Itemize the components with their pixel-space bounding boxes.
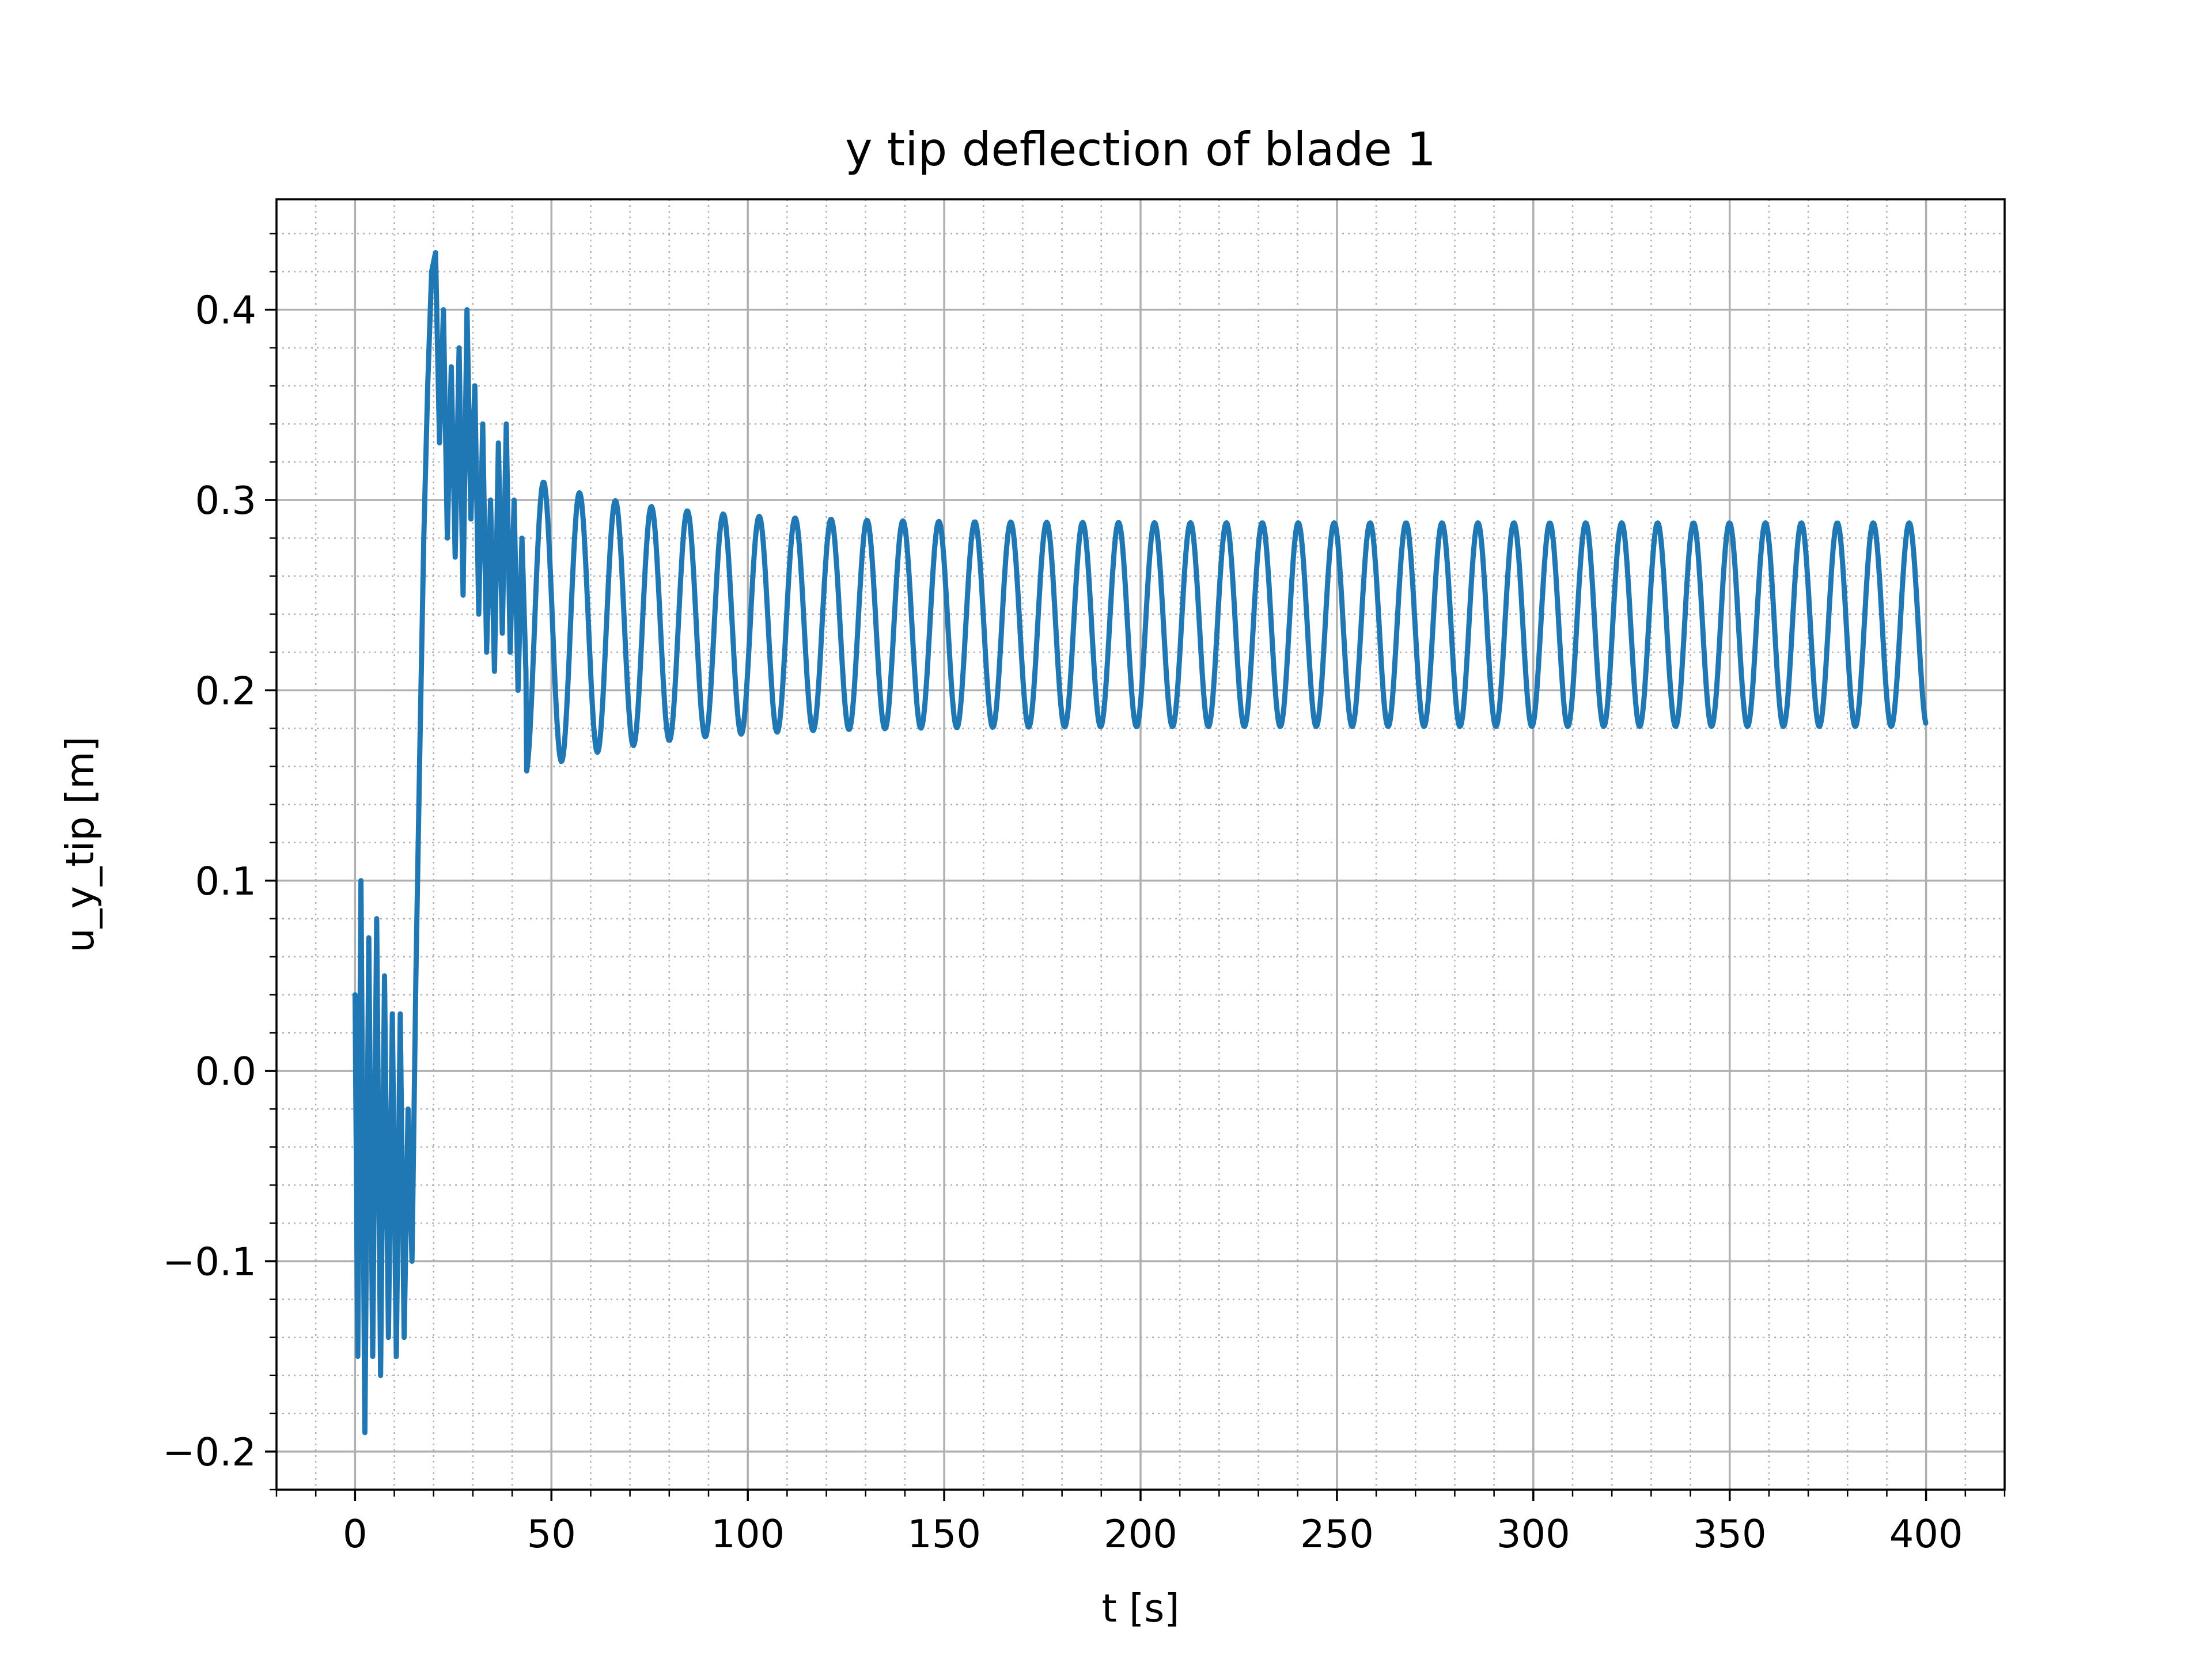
x-tick-label: 150 [907,1512,981,1556]
y-axis: −0.2 −0.1 0.0 0.1 0.2 0.3 0.4 [162,233,276,1491]
chart-title: y tip deflection of blade 1 [845,123,1436,176]
series-layer [352,250,1929,1435]
y-tick-label: 0.4 [195,288,256,333]
y-tick-label: 0.1 [195,859,256,904]
x-axis-label: t [s] [1102,1586,1180,1631]
x-tick-label: 200 [1104,1512,1177,1556]
x-tick-label: 300 [1497,1512,1570,1556]
series-line [352,250,1929,1435]
x-tick-label: 250 [1300,1512,1374,1556]
y-tick-label: −0.2 [162,1430,256,1475]
x-tick-label: 50 [527,1512,576,1556]
x-tick-label: 0 [343,1512,368,1556]
y-axis-label: u_y_tip [m] [58,736,103,952]
major-grid [276,199,2005,1490]
y-tick-label: 0.0 [195,1049,256,1094]
x-axis: 0 50 100 150 200 250 300 350 400 [275,1490,2006,1556]
x-tick-label: 100 [711,1512,785,1556]
y-tick-label: 0.3 [195,478,256,523]
y-tick-label: −0.1 [162,1240,256,1285]
x-tick-label: 400 [1889,1512,1963,1556]
x-tick-label: 350 [1693,1512,1767,1556]
y-tick-label: 0.2 [195,668,256,713]
